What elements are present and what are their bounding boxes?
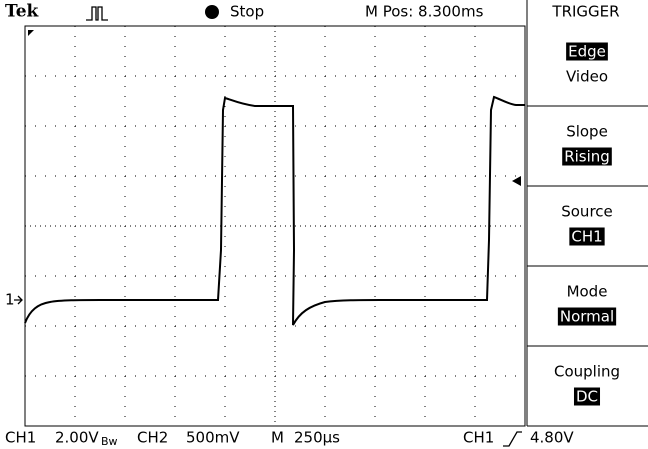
ch1-label: CH1 [5,429,36,447]
selection-highlight [557,307,617,326]
menu-option-selected[interactable]: Normal [560,308,614,326]
trigger-level: 4.80V [530,429,574,447]
ch2-label: CH2 [137,429,168,447]
menu-option[interactable]: Coupling [554,363,620,381]
ch1-waveform [24,95,525,326]
graticule [24,25,526,427]
selection-highlight [566,42,608,61]
ch1-arrow [14,295,23,305]
ch1-scale: 2.00V [55,429,99,447]
menu-option-selected[interactable]: DC [576,388,598,406]
acquire-icon [86,6,108,21]
menu-option-selected[interactable]: Edge [568,43,606,61]
trigger-source: CH1 [463,429,494,447]
selection-highlight [562,147,612,166]
horizontal-position: M Pos: 8.300ms [365,3,484,21]
selection-highlight [569,227,605,246]
timebase-label: M [271,429,284,447]
side-menu: Edge Video Slope Rising Source CH1 Mode Normal C… [527,42,648,427]
ch1-marker: 1 [5,291,15,309]
slope-icon [503,431,522,447]
menu-option[interactable]: Video [566,68,608,86]
menu-option[interactable]: Source [561,203,613,221]
timebase: 250µs [294,429,340,447]
bandwidth-limit: Bw [101,435,118,448]
menu-option-selected[interactable]: Rising [564,148,610,166]
trigger-level-marker [512,176,521,186]
menu-option[interactable]: Slope [566,123,608,141]
menu-option[interactable]: Mode [567,283,608,301]
run-status: Stop [230,3,264,21]
trigger-position-marker [28,30,34,36]
brand: Tek [5,2,40,22]
menu-title: TRIGGER [551,3,619,21]
stop-dot [205,5,219,19]
selection-highlight [573,387,601,406]
menu-option-selected[interactable]: CH1 [571,228,602,246]
ch2-scale: 500mV [186,429,240,447]
